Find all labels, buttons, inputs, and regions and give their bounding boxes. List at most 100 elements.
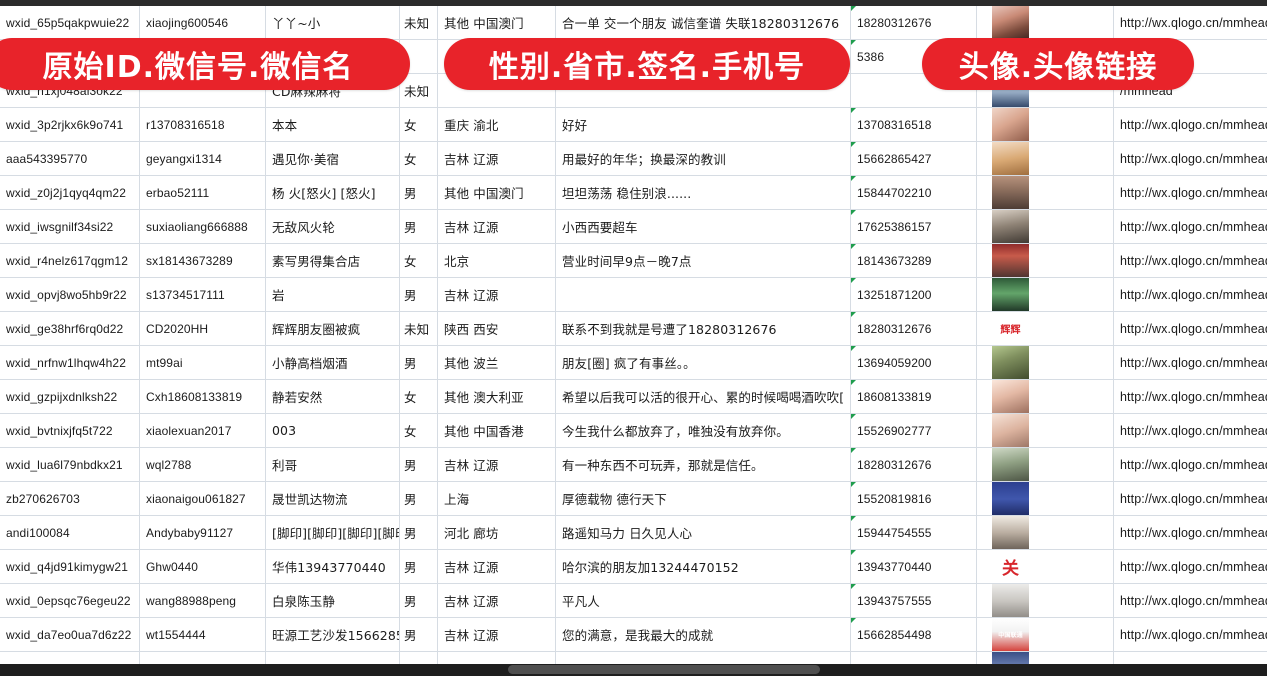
cell-sign[interactable]: 今生我什么都放弃了，唯独没有放弃你。 — [556, 414, 851, 447]
cell-region[interactable]: 其他 中国澳门 — [438, 6, 556, 39]
cell-url[interactable]: http://wx.qlogo.cn/mmhead — [1114, 312, 1267, 345]
cell-url[interactable]: http://wx.qlogo.cn/mmhead — [1114, 550, 1267, 583]
cell-sign[interactable]: 您的满意，是我最大的成就 — [556, 618, 851, 651]
cell-origin[interactable]: aaa543395770 — [0, 142, 140, 175]
cell-origin[interactable]: wxid_iwsgnilf34si22 — [0, 210, 140, 243]
cell-wxid[interactable]: wt1554444 — [140, 618, 266, 651]
table-row[interactable]: wxid_lua6l79nbdkx21 wql2788 利哥男吉林 辽源 有一种东西不… — [0, 448, 1267, 482]
horizontal-scrollbar-thumb[interactable] — [508, 665, 820, 674]
cell-gender[interactable]: 未知 — [400, 6, 438, 39]
cell-url[interactable]: http://wx.qlogo.cn/mmhead — [1114, 380, 1267, 413]
cell-wxid[interactable]: Ghw0440 — [140, 550, 266, 583]
cell-avatar[interactable]: 中国联通 — [977, 618, 1114, 651]
table-row[interactable]: aaa543395770 geyangxi1314 遇见你·美宿女吉林 辽源 用最好的… — [0, 142, 1267, 176]
cell-wxid[interactable]: Cxh18608133819 — [140, 380, 266, 413]
cell-url[interactable]: http://wx.qlogo.cn/mmhead — [1114, 244, 1267, 277]
cell-sign[interactable]: 坦坦荡荡 稳住别浪...... — [556, 176, 851, 209]
spreadsheet-grid[interactable]: wxid_65p5qakpwuie22 xiaojing600546 丫丫~小 未知其… — [0, 6, 1267, 676]
table-row[interactable]: wxid_nrfnw1lhqw4h22 mt99ai 小静高档烟酒男其他 波兰 朋友[… — [0, 346, 1267, 380]
cell-sign[interactable]: 小西西要超车 — [556, 210, 851, 243]
cell-origin[interactable]: wxid_r4nelz617qgm12 — [0, 244, 140, 277]
cell-origin[interactable]: wxid_65p5qakpwuie22 — [0, 6, 140, 39]
cell-url[interactable]: http://wx.qlogo.cn/mmhead — [1114, 176, 1267, 209]
cell-url[interactable]: http://wx.qlogo.cn/mmhead — [1114, 584, 1267, 617]
cell-phone[interactable]: 15944754555 — [851, 516, 977, 549]
table-row[interactable]: zb270626703 xiaonaigou061827 晟世凯达物流男上海 厚德载物… — [0, 482, 1267, 516]
cell-nick[interactable]: 杨 火[怒火] [怒火] — [266, 176, 400, 209]
cell-avatar[interactable] — [977, 142, 1114, 175]
cell-sign[interactable] — [556, 74, 851, 107]
cell-region[interactable]: 吉林 辽源 — [438, 278, 556, 311]
cell-gender[interactable]: 男 — [400, 278, 438, 311]
cell-gender[interactable]: 男 — [400, 584, 438, 617]
cell-phone[interactable]: 15662854498 — [851, 618, 977, 651]
cell-wxid[interactable]: xiaonaigou061827 — [140, 482, 266, 515]
cell-sign[interactable]: 有一种东西不可玩弄，那就是信任。 — [556, 448, 851, 481]
cell-region[interactable]: 吉林 辽源 — [438, 210, 556, 243]
cell-sign[interactable] — [556, 278, 851, 311]
cell-origin[interactable]: wxid_lua6l79nbdkx21 — [0, 448, 140, 481]
cell-url[interactable]: http://wx.qlogo.cn/mmhead — [1114, 448, 1267, 481]
cell-phone[interactable]: 17625386157 — [851, 210, 977, 243]
cell-origin[interactable]: wxid_da7eo0ua7d6z22 — [0, 618, 140, 651]
cell-gender[interactable]: 男 — [400, 618, 438, 651]
cell-nick[interactable]: 旺源工艺沙发15662854 — [266, 618, 400, 651]
table-row[interactable]: wxid_gzpijxdnlksh22 Cxh18608133819 静若安然女其他… — [0, 380, 1267, 414]
cell-wxid[interactable]: r13708316518 — [140, 108, 266, 141]
cell-region[interactable]: 重庆 渝北 — [438, 108, 556, 141]
table-row[interactable]: wxid_ge38hrf6rq0d22 CD2020HH 辉辉朋友圈被疯 未知 陕西 西… — [0, 312, 1267, 346]
cell-sign[interactable]: 哈尔滨的朋友加13244470152 — [556, 550, 851, 583]
cell-gender[interactable]: 男 — [400, 550, 438, 583]
table-row[interactable]: wxid_bvtnixjfq5t722 xiaolexuan2017 003 女其他 … — [0, 414, 1267, 448]
cell-origin[interactable]: andi100084 — [0, 516, 140, 549]
cell-nick[interactable]: 静若安然 — [266, 380, 400, 413]
cell-region[interactable]: 吉林 辽源 — [438, 142, 556, 175]
cell-phone[interactable]: 13708316518 — [851, 108, 977, 141]
cell-avatar[interactable] — [977, 482, 1114, 515]
cell-url[interactable]: http://wx.qlogo.cn/mmhead — [1114, 142, 1267, 175]
cell-nick[interactable]: 辉辉朋友圈被疯 — [266, 312, 400, 345]
cell-sign[interactable]: 营业时间早9点－晚7点 — [556, 244, 851, 277]
cell-region[interactable]: 其他 中国澳门 — [438, 176, 556, 209]
cell-region[interactable]: 吉林 辽源 — [438, 448, 556, 481]
cell-origin[interactable]: wxid_ge38hrf6rq0d22 — [0, 312, 140, 345]
cell-gender[interactable]: 男 — [400, 346, 438, 379]
cell-origin[interactable]: wxid_q4jd91kimygw21 — [0, 550, 140, 583]
cell-origin[interactable]: wxid_opvj8wo5hb9r22 — [0, 278, 140, 311]
cell-wxid[interactable]: erbao52111 — [140, 176, 266, 209]
cell-nick[interactable]: 白泉陈玉静 — [266, 584, 400, 617]
cell-nick[interactable]: 素写男得集合店 — [266, 244, 400, 277]
cell-origin[interactable]: wxid_3p2rjkx6k9o741 — [0, 108, 140, 141]
cell-avatar[interactable] — [977, 6, 1114, 39]
cell-nick[interactable]: 无敌风火轮 — [266, 210, 400, 243]
cell-url[interactable]: http://wx.qlogo.cn/mmhead — [1114, 414, 1267, 447]
cell-region[interactable]: 吉林 辽源 — [438, 618, 556, 651]
cell-region[interactable]: 其他 波兰 — [438, 346, 556, 379]
cell-sign[interactable]: 希望以后我可以活的很开心、累的时候喝喝酒吹吹[ — [556, 380, 851, 413]
cell-region[interactable]: 陕西 西安 — [438, 312, 556, 345]
cell-phone[interactable]: 13251871200 — [851, 278, 977, 311]
cell-gender[interactable]: 女 — [400, 108, 438, 141]
cell-url[interactable]: http://wx.qlogo.cn/mmhead — [1114, 618, 1267, 651]
cell-gender[interactable]: 女 — [400, 244, 438, 277]
cell-phone[interactable]: 15520819816 — [851, 482, 977, 515]
cell-gender[interactable]: 男 — [400, 176, 438, 209]
cell-url[interactable]: http://wx.qlogo.cn/mmhead — [1114, 210, 1267, 243]
cell-wxid[interactable]: CD2020HH — [140, 312, 266, 345]
cell-sign[interactable]: 朋友[圈] 疯了有事丝。。 — [556, 346, 851, 379]
cell-wxid[interactable]: wql2788 — [140, 448, 266, 481]
cell-gender[interactable]: 男 — [400, 516, 438, 549]
cell-region[interactable] — [438, 74, 556, 107]
cell-avatar[interactable] — [977, 414, 1114, 447]
cell-nick[interactable]: 003 — [266, 414, 400, 447]
cell-phone[interactable]: 18280312676 — [851, 312, 977, 345]
cell-avatar[interactable] — [977, 448, 1114, 481]
cell-phone[interactable] — [851, 74, 977, 107]
cell-nick[interactable]: 晟世凯达物流 — [266, 482, 400, 515]
table-row[interactable]: wxid_q4jd91kimygw21 Ghw0440 华伟13943770440 男… — [0, 550, 1267, 584]
cell-region[interactable]: 上海 — [438, 482, 556, 515]
cell-phone[interactable]: 13694059200 — [851, 346, 977, 379]
cell-phone[interactable]: 18608133819 — [851, 380, 977, 413]
cell-avatar[interactable]: 辉辉 — [977, 312, 1114, 345]
cell-phone[interactable]: 13943757555 — [851, 584, 977, 617]
